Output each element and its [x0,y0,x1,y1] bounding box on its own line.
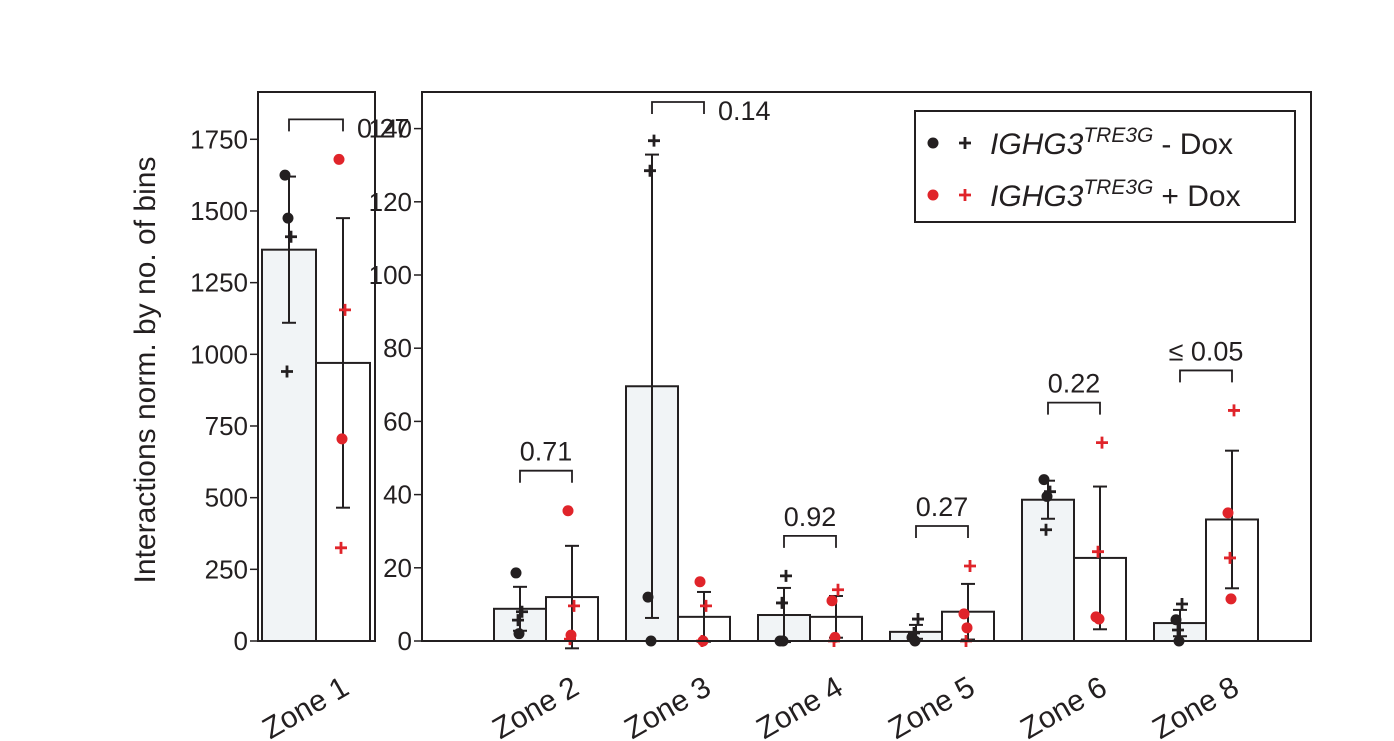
x-tick-label: Zone 3 [619,670,716,741]
data-cross [281,365,293,378]
data-cross [512,614,524,627]
legend-name: IGHG3 [990,128,1084,161]
data-cross [1228,404,1240,417]
data-cross [908,626,920,639]
y-tick-label: 500 [205,483,248,513]
data-cross [776,596,788,609]
y-tick-label: 1000 [190,339,248,369]
plot-frame [257,91,376,642]
data-point [336,433,348,445]
significance-bracket [288,118,344,132]
legend-dot [927,137,939,149]
data-cross [1040,523,1052,536]
legend-cross [959,137,971,149]
y-tick-label: 40 [383,480,412,510]
data-cross [1092,545,1104,558]
data-cross [648,134,660,147]
data-cross [700,599,712,612]
data-point [1222,507,1234,519]
x-tick-label: Zone 6 [1015,670,1112,741]
x-tick-label: Zone 5 [883,670,980,741]
data-point [694,576,706,588]
data-point [958,608,970,620]
legend-superscript: TRE3G [1083,124,1153,147]
y-tick-label: 120 [369,187,412,217]
data-point [826,595,838,607]
data-point [510,567,522,579]
y-axis-label: Interactions norm. by no. of bins [129,157,162,584]
p-value: 0.14 [718,96,771,126]
data-cross [1176,598,1188,611]
p-value: 0.71 [520,437,573,467]
x-tick-label: Zone 2 [487,670,584,741]
significance-bracket [519,469,573,483]
data-cross [1096,436,1108,449]
data-cross [339,303,351,316]
y-tick-label: 140 [369,114,412,144]
y-tick-label: 80 [383,333,412,363]
significance-bracket [651,101,705,114]
legend-label: IGHG3TRE3G + Dox [990,176,1241,213]
significance-bracket [915,525,969,538]
data-point [282,212,294,224]
data-cross [564,633,576,646]
legend-label: IGHG3TRE3G - Dox [990,124,1233,161]
legend-dot [927,189,939,201]
data-cross [1224,551,1236,564]
y-tick-label: 60 [383,406,412,436]
y-tick-label: 1250 [190,268,248,298]
legend-superscript: TRE3G [1083,176,1153,199]
x-tick-label: Zone 4 [751,670,848,741]
data-cross [644,164,656,177]
significance-bracket [1047,401,1101,415]
data-point [1038,474,1050,486]
data-cross [568,599,580,612]
y-tick-label: 0 [234,626,248,656]
y-tick-label: 1500 [190,196,248,226]
y-tick-label: 0 [398,626,412,656]
p-value: 0.27 [357,113,410,143]
y-tick-label: 250 [205,554,248,584]
legend-box [914,110,1296,223]
p-value: ≤ 0.05 [1169,336,1244,366]
data-point [1170,614,1182,626]
legend-cross [959,189,971,201]
data-point [1225,593,1237,605]
data-cross [335,541,347,554]
data-cross [1044,485,1056,498]
plot-frame [421,91,1312,642]
p-value: 0.27 [916,492,969,522]
significance-bracket [783,534,837,548]
data-cross [780,569,792,582]
p-value: 0.22 [1048,369,1101,399]
legend-name: IGHG3 [990,180,1084,213]
y-tick-label: 750 [205,411,248,441]
data-cross [912,613,924,626]
y-tick-label: 100 [369,260,412,290]
p-value: 0.92 [784,502,837,532]
data-point [333,153,345,165]
significance-bracket [1179,369,1233,383]
data-point [642,591,654,603]
data-cross [832,583,844,596]
data-cross [285,230,297,243]
data-point [961,622,973,634]
x-tick-label: Zone 8 [1147,670,1244,741]
data-cross [516,605,528,618]
x-tick-label: Zone 1 [257,670,354,741]
data-point [279,169,291,181]
legend-suffix: + Dox [1161,180,1240,213]
legend-suffix: - Dox [1161,128,1233,161]
data-point [513,628,525,640]
data-point [1093,613,1105,625]
y-tick-label: 1750 [190,124,248,154]
bar [1021,498,1075,642]
data-point [562,505,574,517]
data-cross [1172,624,1184,637]
y-tick-label: 20 [383,553,412,583]
data-cross [964,559,976,572]
